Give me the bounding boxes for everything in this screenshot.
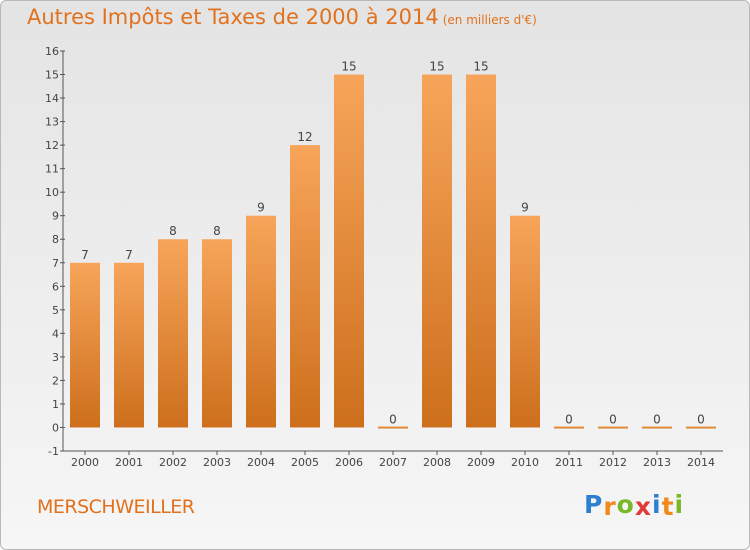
logo-letter: x: [634, 492, 652, 521]
data-label-2005: 12: [297, 130, 312, 144]
bar-2012: [598, 426, 628, 429]
data-label-2008: 15: [429, 60, 444, 74]
data-label-2006: 15: [341, 60, 356, 74]
y-tick-label: 11: [45, 163, 59, 176]
bar-2000: [70, 262, 100, 428]
bar-2008: [422, 74, 452, 428]
x-tick-label-2011: 2011: [555, 456, 583, 469]
logo-letter: r: [603, 492, 617, 521]
bar-2007: [378, 426, 408, 429]
data-label-2003: 8: [213, 224, 221, 238]
x-tick-label-2000: 2000: [71, 456, 99, 469]
x-tick-label-2004: 2004: [247, 456, 275, 469]
y-tick-label: 10: [45, 186, 59, 199]
data-label-2004: 9: [257, 201, 265, 215]
logo-letter: i: [652, 490, 662, 519]
x-tick-label-2012: 2012: [599, 456, 627, 469]
proxiti-logo: Proxiti: [584, 490, 685, 521]
data-label-2009: 15: [473, 60, 488, 74]
x-tick-label-2003: 2003: [203, 456, 231, 469]
y-tick-label: 7: [52, 257, 59, 270]
y-tick-label: 3: [52, 351, 59, 364]
y-tick-label: 0: [52, 421, 59, 434]
x-tick-label-2008: 2008: [423, 456, 451, 469]
x-tick-label-2009: 2009: [467, 456, 495, 469]
y-tick-label: 9: [52, 210, 59, 223]
y-tick-label: 15: [45, 69, 59, 82]
x-tick-label-2010: 2010: [511, 456, 539, 469]
y-tick-label: 6: [52, 280, 59, 293]
bar-2010: [510, 215, 540, 428]
x-tick-label-2001: 2001: [115, 456, 143, 469]
y-tick-label: 2: [52, 374, 59, 387]
y-tick-label: 8: [52, 233, 59, 246]
bar-2013: [642, 426, 672, 429]
x-tick-label-2002: 2002: [159, 456, 187, 469]
bar-2004: [246, 215, 276, 428]
x-tick-label-2006: 2006: [335, 456, 363, 469]
data-label-2001: 7: [125, 248, 133, 262]
x-tick-label-2007: 2007: [379, 456, 407, 469]
x-tick-label-2013: 2013: [643, 456, 671, 469]
y-tick-label: 5: [52, 304, 59, 317]
y-tick-label: 14: [45, 92, 59, 105]
logo-letter: i: [674, 490, 685, 519]
bar-2005: [290, 145, 320, 428]
y-tick-label: 4: [52, 327, 59, 340]
chart-title: Autres Impôts et Taxes de 2000 à 2014 (en…: [27, 5, 537, 29]
title-unit: (en milliers d'€): [442, 13, 537, 27]
y-tick-label: 12: [45, 139, 59, 152]
data-label-2011: 0: [565, 412, 573, 426]
x-tick-label-2005: 2005: [291, 456, 319, 469]
bar-2014: [686, 426, 716, 429]
data-label-2007: 0: [389, 412, 397, 426]
y-tick-label: 1: [52, 398, 59, 411]
data-label-2002: 8: [169, 224, 177, 238]
bar-2011: [554, 426, 584, 429]
bar-2001: [114, 262, 144, 428]
bar-2003: [202, 239, 232, 428]
logo-letter: P: [584, 490, 604, 519]
data-label-2014: 0: [697, 412, 705, 426]
y-tick-label: 13: [45, 116, 59, 129]
data-label-2000: 7: [81, 248, 89, 262]
logo-letter: o: [616, 490, 635, 519]
y-tick-label: 16: [45, 45, 59, 58]
data-label-2013: 0: [653, 412, 661, 426]
data-label-2010: 9: [521, 201, 529, 215]
x-tick-label-2014: 2014: [687, 456, 715, 469]
bar-2002: [158, 239, 188, 428]
title-text: Autres Impôts et Taxes de 2000 à 2014: [27, 5, 439, 29]
city-name: MERSCHWEILLER: [37, 496, 195, 518]
bar-2006: [334, 74, 364, 428]
bar-2009: [466, 74, 496, 428]
logo-letter: t: [661, 492, 675, 521]
y-tick-label: -1: [48, 445, 59, 458]
data-label-2012: 0: [609, 412, 617, 426]
